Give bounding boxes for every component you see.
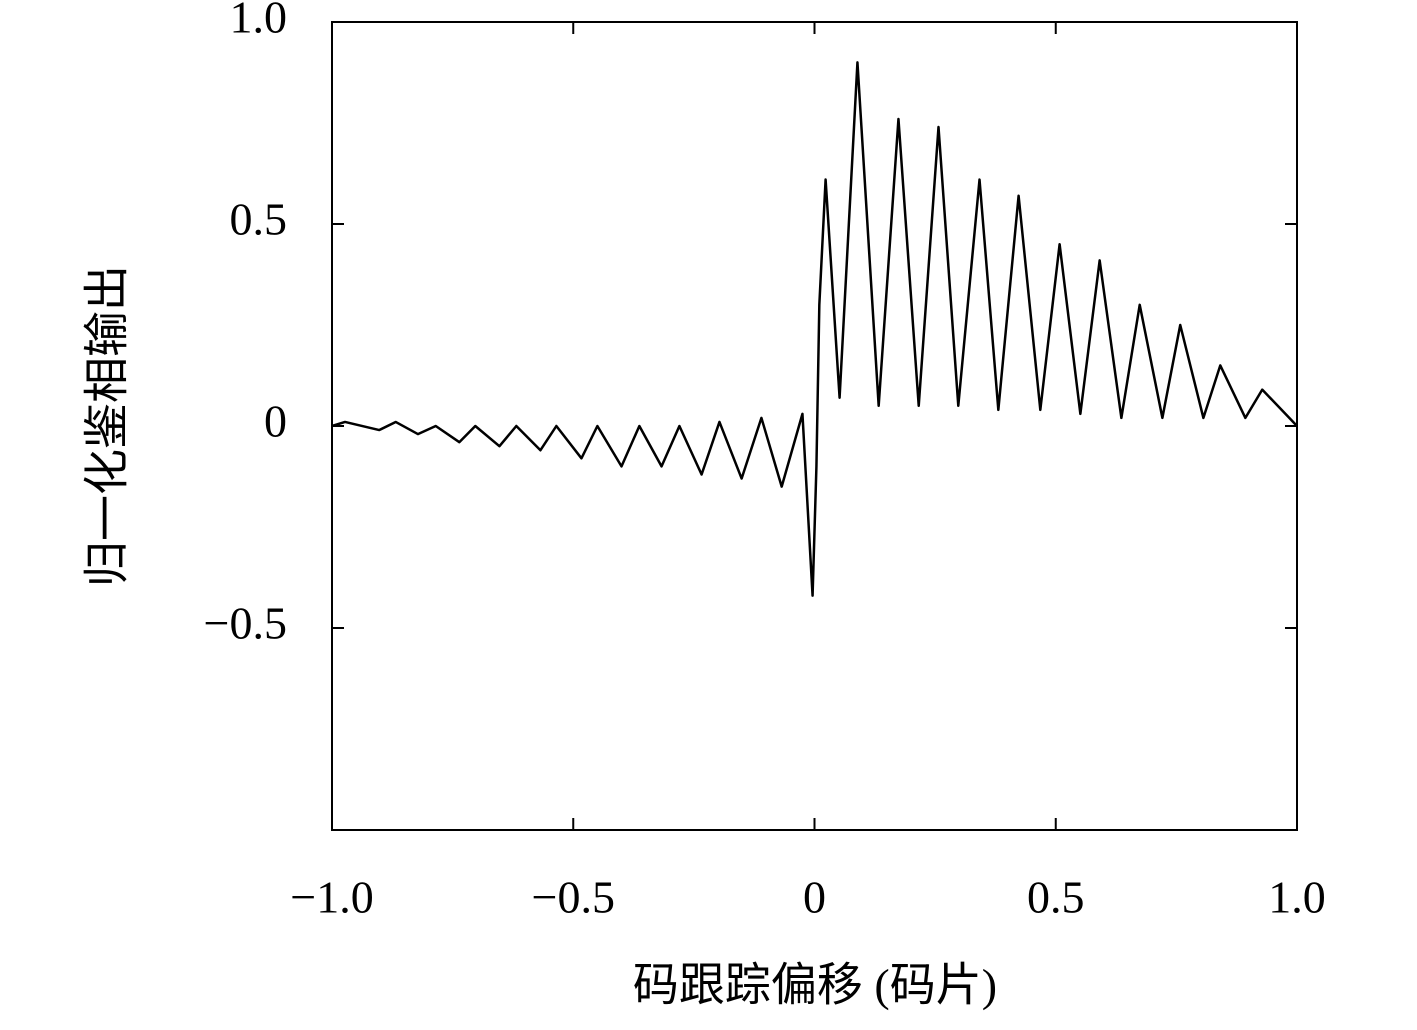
data-line	[331, 61, 1298, 597]
x-tick-label: −1.0	[290, 872, 373, 923]
x-tick-label: 0	[803, 872, 826, 923]
x-axis-label: 码跟踪偏移 (码片)	[633, 960, 997, 1011]
x-tick-label: 0.5	[1027, 872, 1085, 923]
x-tick-label: 1.0	[1268, 872, 1326, 923]
y-tick-label: 0.5	[230, 194, 288, 245]
y-tick-label: −0.5	[204, 598, 287, 649]
y-axis-label: 归一化鉴相输出	[82, 265, 133, 587]
x-tick-label: −0.5	[532, 872, 615, 923]
y-tick-label: 0	[264, 396, 287, 447]
y-tick-label: 1.0	[230, 0, 288, 43]
